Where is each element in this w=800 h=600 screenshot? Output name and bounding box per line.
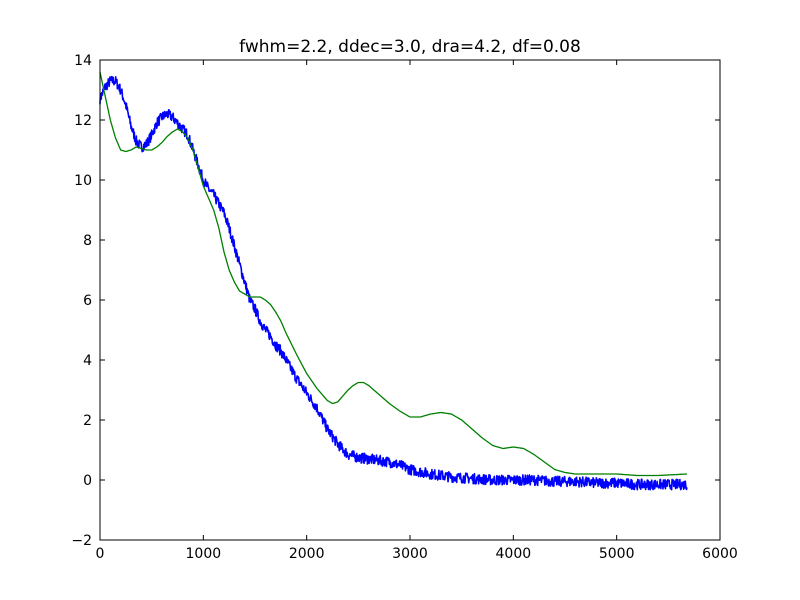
plot-area-frame — [99, 59, 721, 541]
x-tick-label: 0 — [96, 546, 105, 562]
chart-title: fwhm=2.2, ddec=3.0, dra=4.2, df=0.08 — [239, 37, 581, 57]
x-tick-label: 3000 — [392, 546, 428, 562]
y-tick-label: 14 — [74, 53, 92, 69]
x-tick-label: 6000 — [702, 546, 738, 562]
y-tick-label: 8 — [83, 233, 92, 249]
y-tick-label: 4 — [83, 353, 92, 369]
x-tick-label: 4000 — [496, 546, 532, 562]
series-layer — [99, 71, 688, 491]
y-tick-label: 6 — [83, 293, 92, 309]
y-tick-label: 0 — [83, 473, 92, 489]
series-line-2 — [99, 71, 687, 477]
y-tick-label: 2 — [83, 413, 92, 429]
y-tick-label: 10 — [74, 173, 92, 189]
x-tick-label: 5000 — [599, 546, 635, 562]
x-tick-label: 2000 — [289, 546, 325, 562]
y-tick-label: −2 — [71, 533, 92, 549]
x-tick-label: 1000 — [186, 546, 222, 562]
y-tick-label: 12 — [74, 113, 92, 129]
